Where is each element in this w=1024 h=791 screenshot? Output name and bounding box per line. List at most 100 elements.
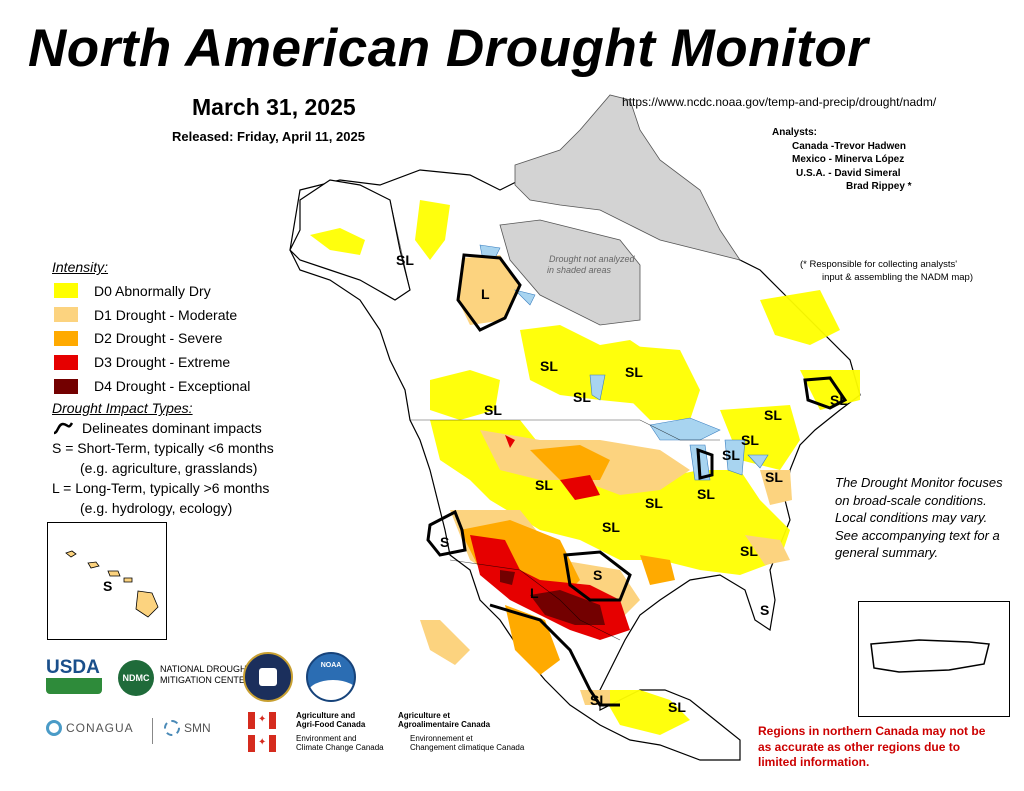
noaa-logo-text: NOAA: [320, 662, 342, 669]
impact-label: SL: [830, 392, 848, 408]
smn-text: SMN: [184, 721, 211, 735]
responsible-note-line: input & assembling the NADM map): [822, 272, 974, 283]
ndmc-logo: NDMC: [118, 660, 154, 696]
long-term-example: (e.g. hydrology, ecology): [80, 500, 233, 516]
hawaii-map: S: [65, 550, 159, 618]
delineates-label: Delineates dominant impacts: [82, 420, 262, 436]
legend-item: D4 Drought - Exceptional: [52, 374, 352, 398]
puerto-rico-map: [870, 639, 990, 673]
impact-label: SL: [740, 543, 758, 559]
smn-icon: [164, 720, 180, 736]
legend-item: D2 Drought - Severe: [52, 327, 352, 351]
accuracy-warning: Regions in northern Canada may not be as…: [758, 724, 986, 769]
borders: [389, 199, 720, 641]
conagua-text: CONAGUA: [66, 721, 134, 735]
legend-swatch-d2: [54, 330, 78, 346]
page-title: North American Drought Monitor: [28, 19, 869, 78]
svg-text:in shaded areas: in shaded areas: [547, 265, 612, 275]
ndmc-line: NATIONAL DROUGHT: [160, 664, 253, 674]
impact-label: S: [440, 534, 449, 550]
impact-label: SL: [765, 469, 783, 485]
responsible-note-line: (* Responsible for collecting analysts': [800, 259, 958, 270]
impact-label: SL: [573, 389, 591, 405]
legend-label: D0 Abnormally Dry: [94, 282, 211, 299]
impact-label: L: [530, 585, 539, 601]
logo-line: Environnement et: [410, 734, 473, 743]
info-note: The Drought Monitor focuses on broad-sca…: [835, 475, 1003, 560]
impact-label: SL: [396, 252, 414, 268]
impact-boundaries: [426, 253, 848, 707]
ndmc-logo-text: NATIONAL DROUGHT MITIGATION CENTER: [160, 664, 252, 686]
env-en-text: Environment and Climate Change Canada: [296, 734, 384, 752]
logo-line: Agri-Food Canada: [296, 720, 366, 729]
source-url[interactable]: https://www.ncdc.noaa.gov/temp-and-preci…: [622, 95, 937, 109]
impact-label: SL: [625, 364, 643, 380]
logo-line: Agriculture and: [296, 711, 356, 720]
impact-label: S: [593, 567, 602, 583]
no-analysis-note: Drought not analyzed in shaded areas: [547, 254, 636, 275]
analysts-heading: Analysts:: [772, 127, 818, 138]
usda-logo: USDA: [46, 658, 102, 698]
hawaii-inset: S: [47, 522, 167, 640]
usda-logo-band: [46, 678, 102, 694]
impact-label: L: [481, 286, 490, 302]
impact-types-legend: Drought Impact Types: Delineates dominan…: [52, 398, 382, 518]
long-term-label: L = Long-Term, typically >6 months: [52, 480, 270, 496]
responsible-note: (* Responsible for collecting analysts' …: [800, 258, 1000, 284]
arctic-islands: [514, 94, 741, 261]
legend-item: D1 Drought - Moderate: [52, 303, 352, 327]
legend-swatch-d0: [54, 283, 78, 299]
intensity-legend: Intensity: D0 Abnormally Dry D1 Drought …: [52, 259, 352, 398]
usda-logo-text: USDA: [46, 657, 100, 678]
impact-label: SL: [764, 407, 782, 423]
analyst-canada: Canada -Trevor Hadwen: [792, 140, 906, 152]
analyst-usa: U.S.A. - David Simeral: [796, 167, 901, 179]
impact-label: SL: [484, 402, 502, 418]
legend-label: D2 Drought - Severe: [94, 330, 223, 347]
impact-label: SL: [645, 495, 663, 511]
analysts-block: Analysts: Canada -Trevor Hadwen Mexico -…: [772, 126, 912, 194]
ndmc-line: MITIGATION CENTER: [160, 675, 252, 685]
agr-en-text: Agriculture and Agri-Food Canada: [296, 711, 365, 729]
impact-line-icon: [53, 422, 74, 435]
impact-label: SL: [741, 432, 759, 448]
puerto-rico-inset: [858, 601, 1010, 717]
env-fr-text: Environnement et Changement climatique C…: [410, 734, 524, 752]
impact-label: SL: [590, 692, 608, 708]
short-term-example: (e.g. agriculture, grasslands): [80, 460, 258, 476]
analyst-mexico: Mexico - Minerva López: [792, 154, 905, 165]
impact-label: SL: [697, 486, 715, 502]
legend-label: D3 Drought - Extreme: [94, 354, 231, 371]
noaa-logo-wave: [308, 680, 354, 700]
doc-seal-emblem: [259, 668, 277, 686]
impact-label: SL: [722, 447, 740, 463]
logo-line: Agroalimentaire Canada: [398, 720, 491, 729]
legend-label: D4 Drought - Exceptional: [94, 378, 251, 395]
legend-label: D1 Drought - Moderate: [94, 306, 238, 323]
svg-text:Drought not analyzed: Drought not analyzed: [549, 254, 636, 264]
legend-swatch-d4: [54, 378, 78, 394]
logo-line: Changement climatique Canada: [410, 743, 525, 752]
canada-flag-icon: ✦: [248, 735, 276, 752]
canada-flag-icon: ✦: [248, 712, 276, 729]
impacts-heading: Drought Impact Types:: [52, 400, 193, 416]
short-term-label: S = Short-Term, typically <6 months: [52, 440, 274, 456]
legend-swatch-d3: [54, 354, 78, 370]
logo-line: Agriculture et: [398, 711, 451, 720]
analyst-usa-2: Brad Rippey *: [846, 181, 912, 192]
impact-label: S: [760, 602, 769, 618]
legend-heading: Intensity:: [52, 259, 109, 275]
impact-label: SL: [668, 699, 686, 715]
agr-fr-text: Agriculture et Agroalimentaire Canada: [398, 711, 490, 729]
conagua-icon: [46, 720, 62, 736]
legend-item: D3 Drought - Extreme: [52, 350, 352, 374]
no-analysis-area: [499, 219, 641, 326]
smn-logo: SMN: [164, 720, 211, 736]
map-labels: SL L SL SL SL SL SL SL SL SL SL SL SL SL…: [396, 252, 848, 715]
impact-label: SL: [540, 358, 558, 374]
legend-swatch-d1: [54, 307, 78, 323]
release-date: Released: Friday, April 11, 2025: [172, 129, 365, 144]
logo-line: Environment and: [296, 734, 357, 743]
delineates-row: Delineates dominant impacts: [52, 418, 382, 438]
